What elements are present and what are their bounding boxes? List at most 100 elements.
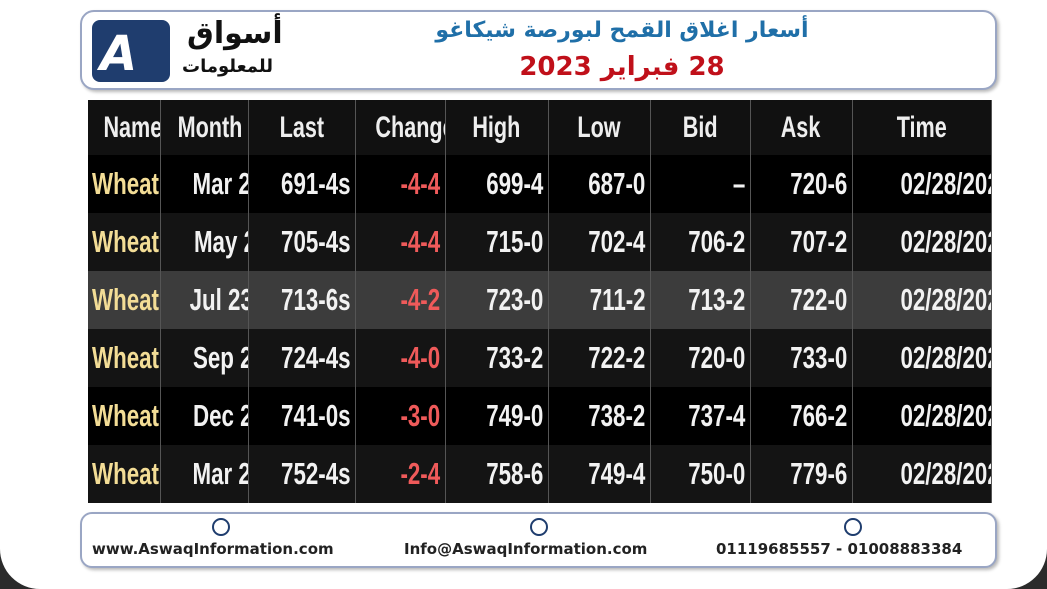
cell-text: Wheat [92,224,159,259]
email: Info@AswaqInformation.com [404,540,648,558]
web-icon [212,518,230,536]
cell-text: 758-6 [486,456,544,491]
table-cell: 722-0 [750,271,853,329]
table-cell: Wheat [88,387,161,445]
cell-text: 713-2 [688,282,746,317]
logo: A [92,20,170,82]
cell-text: Wheat [92,282,159,317]
header: A أسواق للمعلومات أسعار اغلاق القمح لبور… [80,10,997,90]
phone: 01119685557 - 01008883384 [716,540,963,558]
cell-text: 733-0 [790,340,848,375]
cell-text: 733-2 [486,340,544,375]
cell-text: 720-6 [790,166,848,201]
table-cell: 733-2 [445,329,549,387]
cell-text: Wheat [92,456,159,491]
table-cell: 713-6s [248,271,356,329]
table-row: Wheat Jul 23 713-6s -4-2 723-0 711-2 713-2 722-… [88,271,992,329]
cell-text: 02/28/2023 [899,398,990,433]
cell-text: 722-2 [588,340,646,375]
column-header: Ask [750,100,853,155]
cell-text: Jul 23 [189,282,248,317]
cell-text: 749-0 [486,398,544,433]
table-cell: – [650,155,751,213]
table-cell: 706-2 [650,213,751,271]
phone-icon [844,518,862,536]
cell-text: 722-0 [790,282,848,317]
cell-text: Dec 23 [192,398,247,433]
table-cell: 702-4 [548,213,651,271]
cell-text: 702-4 [588,224,646,259]
table-cell: 749-4 [548,445,651,503]
cell-text: 02/28/2023 [899,456,990,491]
table-cell: Wheat [88,271,161,329]
table-row: Wheat Mar 24 752-4s -2-4 758-6 749-4 750-0 779-… [88,445,992,503]
table-cell: 779-6 [750,445,853,503]
cell-text: 749-4 [588,456,646,491]
table-cell: 02/28/2023 [852,155,992,213]
cell-text: 741-0s [280,398,351,433]
cell-text: -4-4 [400,166,441,201]
column-header: Low [548,100,651,155]
cell-text: Wheat [92,398,159,433]
cell-text: -3-0 [400,398,441,433]
date: 28 فبراير 2023 [519,52,725,82]
cell-text: 691-4s [280,166,351,201]
table-cell: 691-4s [248,155,356,213]
cell-text: Sep 23 [192,340,247,375]
table-cell: 699-4 [445,155,549,213]
table-cell: Wheat [88,155,161,213]
table-cell: 738-2 [548,387,651,445]
cell-text: 02/28/2023 [899,282,990,317]
cell-text: 713-6s [280,282,351,317]
cell-text: Mar 24 [192,456,247,491]
cell-text: 724-4s [280,340,351,375]
table-cell: 752-4s [248,445,356,503]
column-header: Bid [650,100,751,155]
table-cell: 720-6 [750,155,853,213]
table-cell: 707-2 [750,213,853,271]
table-cell: -2-4 [355,445,446,503]
cell-text: High [472,110,521,144]
cell-text: Name [103,110,160,144]
table-body: Wheat Mar 23 691-4s -4-4 699-4 687-0 – 720-6 02/… [88,155,992,503]
cell-text: 766-2 [790,398,848,433]
mail-icon [530,518,548,536]
logo-icon: A [100,26,138,82]
table-cell: 02/28/2023 [852,387,992,445]
table-cell: 02/28/2023 [852,445,992,503]
table-row: Wheat Sep 23 724-4s -4-0 733-2 722-2 720-0 733-… [88,329,992,387]
table-cell: 02/28/2023 [852,213,992,271]
footer: www.AswaqInformation.com Info@AswaqInfor… [80,512,997,568]
cell-text: Change [374,110,444,144]
cell-text: 779-6 [790,456,848,491]
table-cell: 722-2 [548,329,651,387]
cell-text: Mar 23 [192,166,247,201]
cell-text: Ask [781,110,821,144]
table-cell: Wheat [88,213,161,271]
table-cell: 741-0s [248,387,356,445]
table-cell: 711-2 [548,271,651,329]
column-header: Time [852,100,992,155]
title: أسعار اغلاق القمح لبورصة شيكاغو [435,18,809,43]
table-cell: 750-0 [650,445,751,503]
table-cell: 723-0 [445,271,549,329]
table-cell: 705-4s [248,213,356,271]
table-cell: Mar 24 [160,445,249,503]
table-cell: -4-2 [355,271,446,329]
cell-text: 687-0 [588,166,646,201]
table-cell: 687-0 [548,155,651,213]
table-cell: -4-0 [355,329,446,387]
table-cell: -4-4 [355,213,446,271]
table-cell: 713-2 [650,271,751,329]
table-cell: -4-4 [355,155,446,213]
cell-text: -2-4 [400,456,441,491]
cell-text: 723-0 [486,282,544,317]
table-cell: -3-0 [355,387,446,445]
cell-text: 706-2 [688,224,746,259]
table-row: Wheat Mar 23 691-4s -4-4 699-4 687-0 – 720-6 02/… [88,155,992,213]
cell-text: 707-2 [790,224,848,259]
column-header: Name [88,100,161,155]
website: www.AswaqInformation.com [92,540,334,558]
table-cell: 749-0 [445,387,549,445]
